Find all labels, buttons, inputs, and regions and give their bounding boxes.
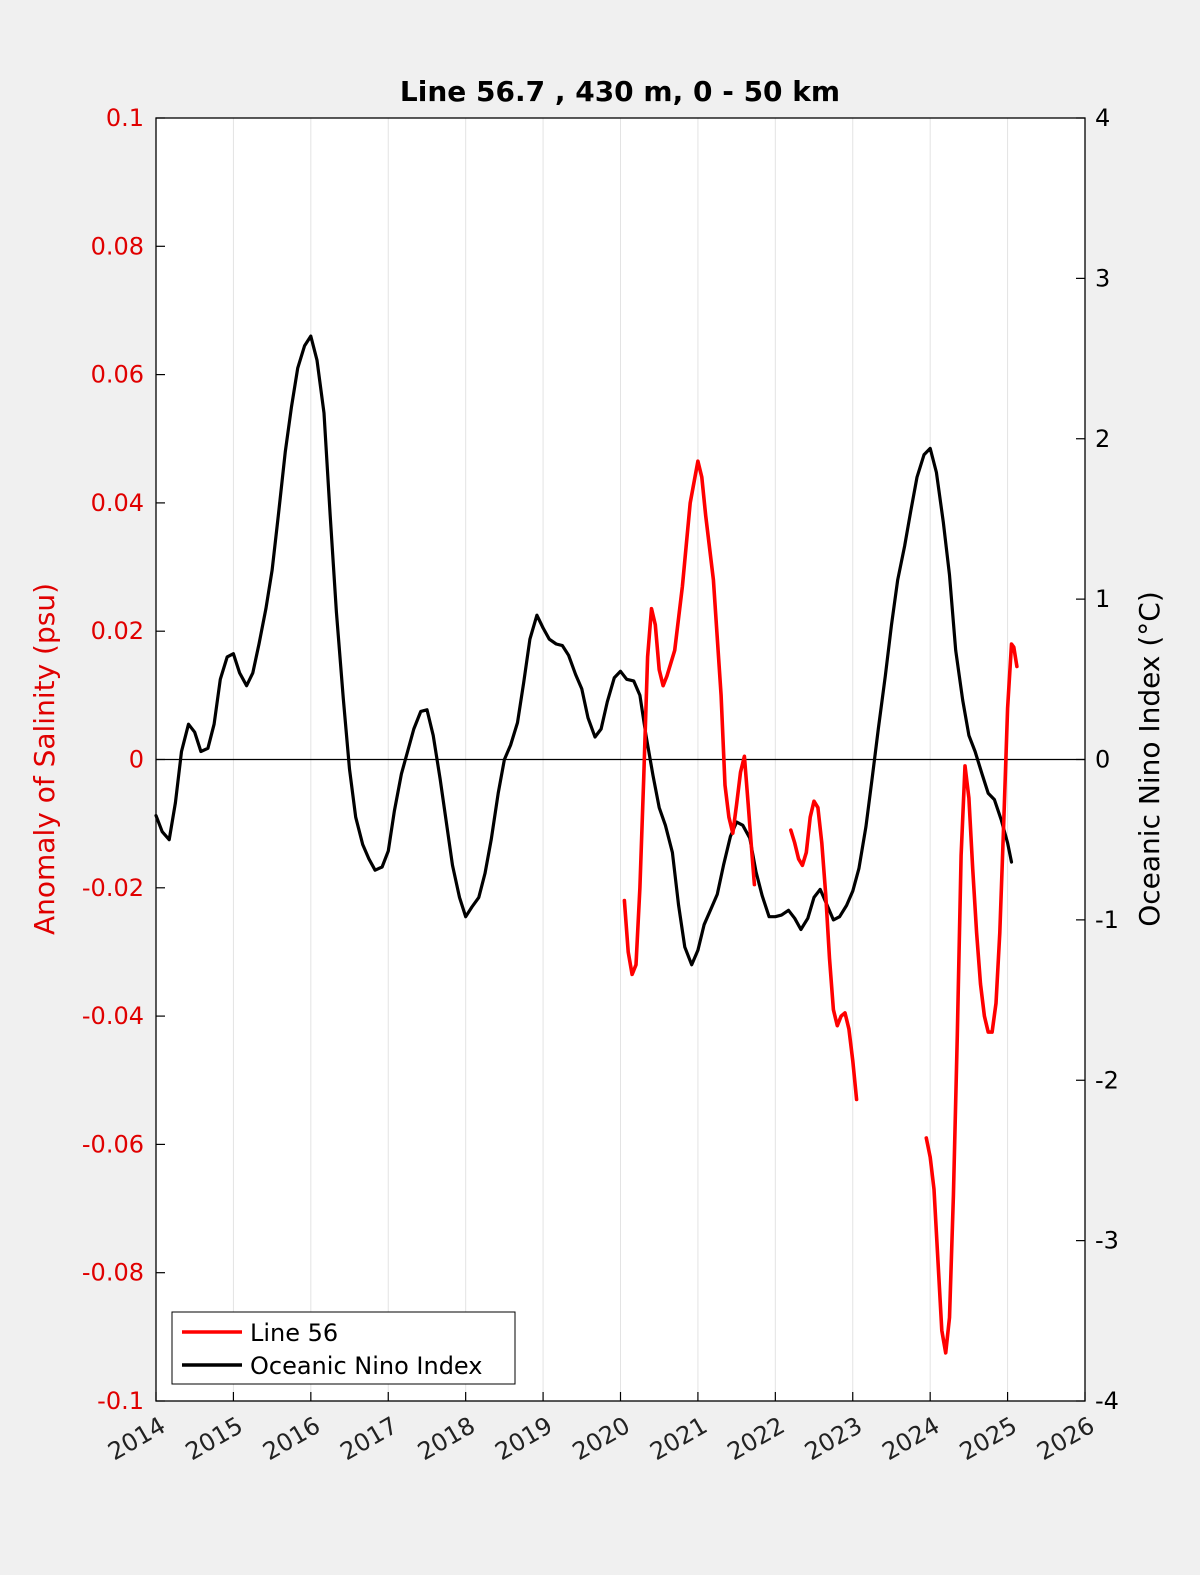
x-tick-label: 2026: [1032, 1411, 1099, 1466]
y-left-tick-label: -0.1: [97, 1387, 144, 1415]
y-left-tick-labels: 0.1 0.08 0.06 0.04 0.02 0 -0.02 -0.04 -0.06 -0.08…: [82, 104, 144, 1415]
legend-box: [171, 1311, 516, 1385]
y-right-tick-label: 3: [1095, 264, 1110, 292]
y-right-tick-label: -3: [1095, 1227, 1119, 1255]
y-left-tick-label: 0.04: [91, 489, 144, 517]
y-left-tick-label: -0.04: [82, 1002, 144, 1030]
y-right-tick-label: -1: [1095, 906, 1119, 934]
y-left-tick-label: 0.08: [91, 232, 144, 260]
x-tick-label: 2021: [645, 1411, 712, 1466]
y-right-tick-label: 0: [1095, 746, 1110, 774]
x-tick-label: 2022: [723, 1411, 790, 1466]
series-lines: [154, 334, 1019, 1355]
x-tick-label: 2020: [568, 1411, 635, 1466]
y-left-tick-label: -0.06: [82, 1130, 144, 1158]
y-left-axis-label: Anomaly of Salinity (psu): [28, 583, 61, 935]
y-right-tick-labels: 4 3 2 1 0 -1 -2 -3 -4: [1095, 104, 1119, 1415]
y-left-tick-label: 0: [129, 746, 144, 774]
x-tick-label: 2016: [258, 1411, 325, 1466]
x-tick-label: 2024: [877, 1411, 944, 1466]
y-right-tick-label: -4: [1095, 1387, 1119, 1415]
x-tick-label: 2023: [800, 1411, 867, 1466]
y-right-tick-label: -2: [1095, 1066, 1119, 1094]
y-left-tick-label: -0.08: [82, 1259, 144, 1287]
x-tick-labels: 2014 2015 2016 2017 2018 2019 2020 2021 2022 2023…: [103, 1411, 1099, 1466]
y-right-tick-label: 2: [1095, 425, 1110, 453]
y-right-tick-label: 4: [1095, 104, 1110, 132]
x-tick-label: 2017: [336, 1411, 403, 1466]
axis-ticks: [155, 117, 1086, 1402]
y-left-tick-label: 0.06: [91, 361, 144, 389]
legend-label-oni: Oceanic Nino Index: [250, 1352, 482, 1380]
series-line-line56-segment-2: [789, 799, 859, 1102]
y-left-tick-label: 0.02: [91, 617, 144, 645]
series-line-line56-segment-3: [924, 642, 1019, 1355]
legend-label-line56: Line 56: [250, 1319, 338, 1347]
y-left-tick-label: -0.02: [82, 874, 144, 902]
x-tick-label: 2025: [955, 1411, 1022, 1466]
y-right-tick-label: 1: [1095, 585, 1110, 613]
x-tick-label: 2015: [181, 1411, 248, 1466]
series-line-line56-segment-1: [622, 459, 757, 977]
y-left-tick-label: 0.1: [106, 104, 144, 132]
x-tick-label: 2018: [413, 1411, 480, 1466]
chart-title: Line 56.7 , 430 m, 0 - 50 km: [400, 75, 840, 108]
legend: Line 56 Oceanic Nino Index: [171, 1311, 516, 1385]
x-tick-label: 2014: [103, 1411, 170, 1466]
series-line-oceanic-nino-index: [154, 334, 1014, 967]
x-tick-label: 2019: [490, 1411, 557, 1466]
y-right-axis-label: Oceanic Nino Index (°C): [1133, 591, 1166, 927]
